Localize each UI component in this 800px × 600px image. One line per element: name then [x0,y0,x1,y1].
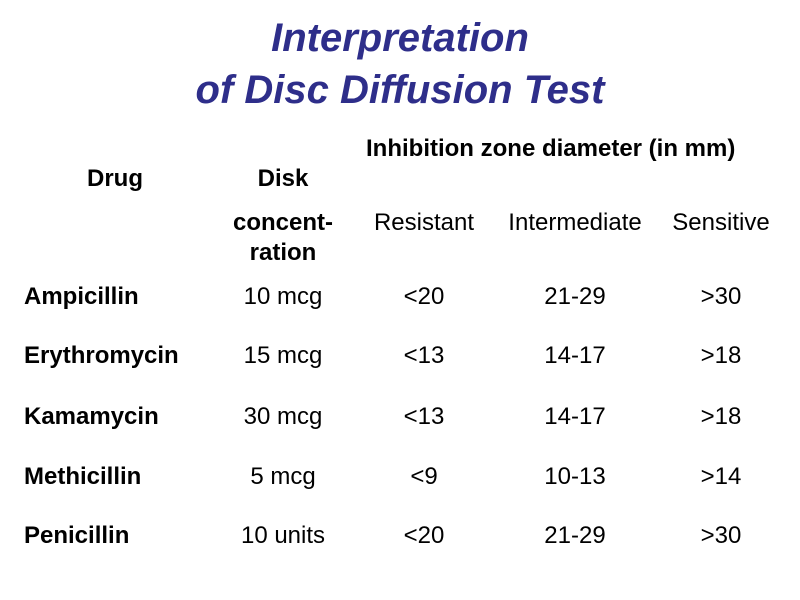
intermediate-value: 14-17 [544,403,606,430]
drug-name: Penicillin [24,522,130,549]
header-concentration-line-2: ration [249,239,317,266]
header-resistant: Resistant [373,209,475,236]
concentration: 10 mcg [243,283,323,310]
sensitive-value: >30 [700,283,742,310]
header-drug: Drug [87,165,143,192]
header-concentration-line-1: concent- [232,209,333,236]
page-title-line-2: of Disc Diffusion Test [195,68,605,112]
sensitive-value: >14 [700,463,742,490]
resistant-value: <9 [410,463,438,490]
header-sensitive: Sensitive [672,209,770,236]
intermediate-value: 21-29 [544,522,606,549]
page-title-line-1: Interpretation [271,16,529,60]
header-disk: Disk [257,165,309,192]
sensitive-value: >30 [700,522,742,549]
resistant-value: <20 [403,283,445,310]
sensitive-value: >18 [700,342,742,369]
intermediate-value: 14-17 [544,342,606,369]
intermediate-value: 10-13 [544,463,606,490]
resistant-value: <20 [403,522,445,549]
resistant-value: <13 [403,342,445,369]
header-inhibition-zone: Inhibition zone diameter (in mm) [366,135,736,162]
drug-name: Kamamycin [24,403,159,430]
concentration: 5 mcg [250,463,316,490]
concentration: 30 mcg [243,403,323,430]
header-intermediate: Intermediate [508,209,642,236]
concentration: 15 mcg [243,342,323,369]
resistant-value: <13 [403,403,445,430]
sensitive-value: >18 [700,403,742,430]
drug-name: Ampicillin [24,283,139,310]
drug-name: Methicillin [24,463,142,490]
intermediate-value: 21-29 [544,283,606,310]
drug-name: Erythromycin [24,342,179,369]
concentration: 10 units [240,522,326,549]
